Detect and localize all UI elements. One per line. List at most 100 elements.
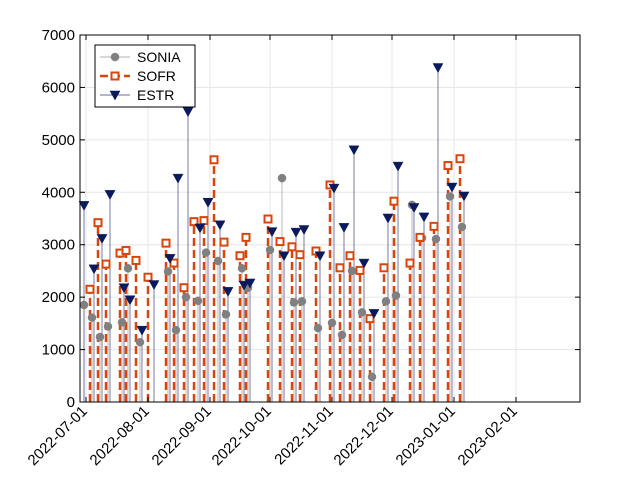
legend-marker-sofr	[110, 71, 120, 81]
sofr-point	[311, 246, 321, 256]
sofr-point	[263, 214, 273, 224]
sofr-point	[199, 216, 209, 226]
legend-marker-sonia	[110, 52, 120, 62]
y-tick-label: 4000	[42, 184, 75, 201]
estr-point	[432, 63, 444, 74]
sonia-point	[95, 332, 105, 342]
sonia-point	[457, 222, 467, 232]
estr-point	[172, 173, 184, 184]
sonia-point	[193, 296, 203, 306]
x-tick-label: 2022-12-01	[331, 403, 397, 469]
sofr-point	[121, 245, 131, 255]
x-tick-label: 2022-11-01	[271, 403, 336, 468]
estr-point	[238, 280, 250, 291]
sonia-point	[445, 192, 455, 201]
marker-layer	[78, 63, 470, 382]
estr-point	[194, 223, 206, 234]
sonia-point	[297, 297, 307, 306]
estr-point	[368, 309, 380, 319]
stem-layer	[83, 67, 465, 402]
legend-label-sonia: SONIA	[137, 49, 181, 65]
sonia-point	[277, 173, 287, 183]
sonia-point	[135, 337, 145, 347]
sofr-point	[143, 272, 153, 282]
sonia-point	[337, 330, 347, 340]
estr-point	[124, 295, 136, 306]
x-tick-label: 2022-09-01	[149, 403, 215, 469]
estr-point	[222, 287, 234, 297]
sofr-point	[355, 265, 365, 275]
sonia-point	[163, 267, 173, 276]
estr-point	[458, 191, 470, 202]
sofr-point	[275, 237, 285, 247]
estr-point	[182, 107, 194, 118]
sonia-point	[381, 297, 391, 306]
axes-frame	[79, 34, 581, 403]
sofr-point	[415, 232, 425, 242]
estr-point	[392, 161, 404, 172]
estr-point	[96, 234, 108, 244]
legend-marker-estr	[109, 90, 121, 101]
sofr-point	[169, 258, 179, 268]
estr-point	[278, 251, 290, 262]
y-tick-label: 1000	[42, 342, 75, 359]
sofr-point	[345, 251, 355, 261]
estr-point	[104, 190, 116, 200]
sonia-point	[213, 256, 223, 266]
estr-point	[382, 213, 394, 224]
y-tick-label: 7000	[42, 27, 75, 44]
sonia-point	[357, 308, 367, 317]
estr-point	[202, 197, 214, 208]
estr-point	[298, 225, 310, 236]
sonia-point	[221, 310, 231, 319]
estr-point	[148, 280, 160, 291]
estr-point	[118, 283, 130, 294]
legend-label-sofr: SOFR	[137, 68, 176, 84]
estr-point	[446, 182, 458, 193]
legend: SONIA SOFR ESTR	[94, 44, 196, 108]
sofr-point	[287, 242, 297, 252]
sofr-point	[389, 196, 399, 206]
x-tick-label: 2023-02-01	[455, 403, 521, 469]
sonia-point	[327, 318, 337, 328]
sofr-point	[131, 255, 141, 265]
estr-point	[338, 223, 350, 233]
sofr-point	[365, 314, 375, 324]
sonia-point	[123, 264, 133, 273]
estr-point	[214, 220, 226, 231]
sonia-point	[201, 248, 211, 257]
x-tick-label: 2023-01-01	[393, 403, 459, 469]
estr-point	[78, 201, 90, 211]
sofr-point	[443, 161, 453, 171]
sonia-point	[391, 291, 401, 300]
sonia-point	[181, 292, 191, 302]
estr-point	[348, 145, 360, 156]
estr-point	[358, 258, 370, 269]
x-tick-label: 2022-08-01	[87, 403, 153, 469]
sonia-point	[117, 318, 127, 327]
sofr-point	[241, 232, 251, 242]
estr-point	[314, 251, 326, 262]
sofr-point	[161, 238, 171, 248]
sofr-point	[179, 283, 189, 293]
sonia-point	[265, 245, 275, 255]
sonia-point	[237, 264, 247, 273]
estr-point	[328, 183, 340, 194]
sonia-point	[367, 372, 377, 382]
sonia-point	[431, 234, 441, 244]
sonia-point	[103, 322, 113, 331]
x-tick-label: 2022-07-01	[25, 403, 91, 469]
sofr-point	[85, 284, 95, 294]
estr-point	[136, 325, 148, 336]
sofr-point	[235, 251, 245, 261]
y-tick-label: 6000	[42, 79, 75, 96]
sofr-point	[429, 221, 439, 231]
sofr-point	[455, 154, 465, 164]
y-tick-label: 5000	[42, 132, 75, 149]
sonia-point	[79, 300, 89, 310]
estr-point	[408, 203, 420, 214]
sofr-point	[295, 250, 305, 260]
sofr-point	[189, 217, 199, 227]
sofr-point	[93, 218, 103, 228]
